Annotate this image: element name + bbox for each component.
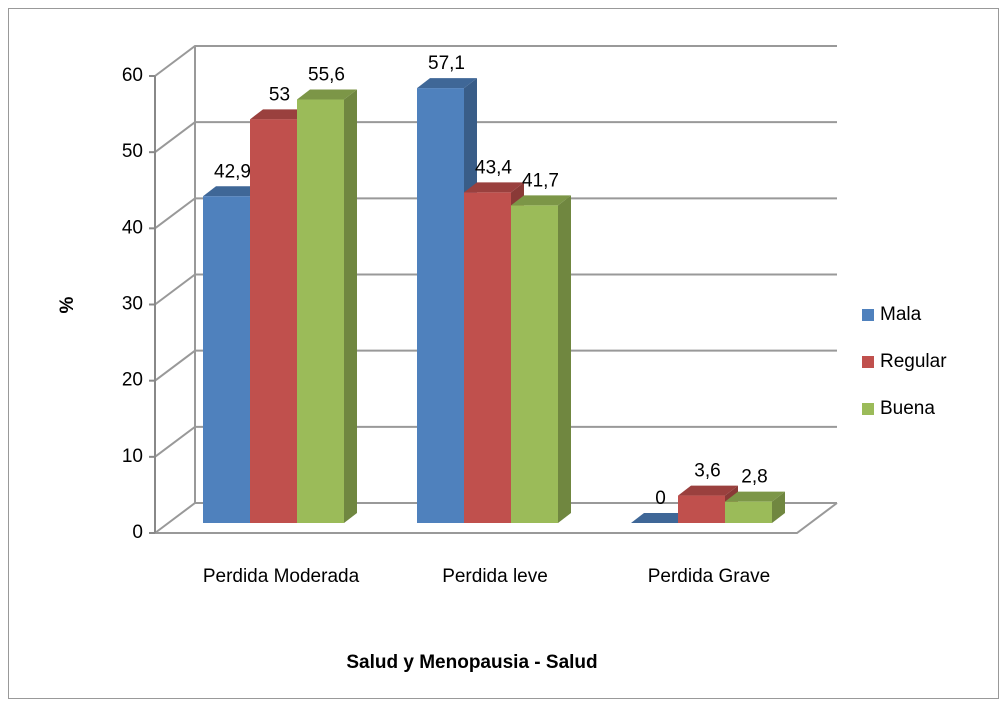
bar: [678, 495, 725, 523]
legend-label: Mala: [880, 304, 922, 325]
y-tick-label: 10: [122, 446, 143, 467]
grid-line: [154, 121, 837, 153]
bar-top: [725, 491, 785, 502]
bar-top: [464, 182, 524, 193]
bar: [297, 99, 344, 523]
grid-line: [154, 273, 837, 306]
legend-swatch: [862, 403, 874, 415]
bar-top: [297, 89, 357, 100]
grid-line: [154, 45, 837, 77]
y-axis-title: %: [57, 296, 78, 313]
bar-top: [417, 78, 477, 89]
y-tick-label: 60: [122, 65, 143, 86]
x-axis-title: Salud y Menopausia - Salud: [346, 652, 597, 673]
legend-swatch: [862, 309, 874, 321]
data-label: 41,7: [522, 170, 559, 191]
data-label: 57,1: [428, 53, 465, 74]
legend-label: Regular: [880, 351, 947, 372]
legend-label: Buena: [880, 398, 935, 419]
floor: [155, 502, 838, 534]
bar-side: [772, 491, 785, 523]
grid-line: [154, 349, 837, 382]
data-label: 55,6: [308, 65, 345, 86]
data-label: 42,9: [214, 161, 251, 182]
data-label: 43,4: [475, 157, 512, 178]
frame: [8, 8, 999, 699]
bar-top: [511, 195, 571, 206]
bar-side: [344, 89, 357, 523]
bar-top: [250, 109, 310, 120]
grid-line: [154, 502, 837, 534]
x-tick-label: Perdida leve: [442, 566, 548, 587]
legend-swatch: [862, 356, 874, 368]
bar: [511, 205, 558, 523]
bar: [725, 501, 772, 523]
data-label: 2,8: [741, 467, 767, 488]
bar: [250, 119, 297, 524]
grid-line: [154, 425, 837, 458]
grid-line: [154, 197, 837, 230]
y-tick-label: 30: [122, 294, 143, 315]
bar-top: [203, 186, 263, 197]
data-label: 3,6: [694, 461, 720, 482]
x-tick-label: Perdida Grave: [647, 566, 771, 587]
y-tick-label: 0: [132, 522, 143, 543]
data-label: 0: [655, 488, 666, 509]
y-tick-label: 50: [122, 141, 143, 162]
data-label: 53: [269, 84, 290, 105]
x-tick-label: Perdida Moderada: [202, 566, 360, 587]
y-tick-label: 20: [122, 370, 143, 391]
bar: [464, 192, 511, 524]
bar-top: [631, 513, 691, 523]
y-tick-label: 40: [122, 217, 143, 238]
bar: [417, 88, 464, 524]
bar: [203, 196, 250, 523]
bar-side: [558, 195, 571, 523]
bar-top: [678, 485, 738, 496]
